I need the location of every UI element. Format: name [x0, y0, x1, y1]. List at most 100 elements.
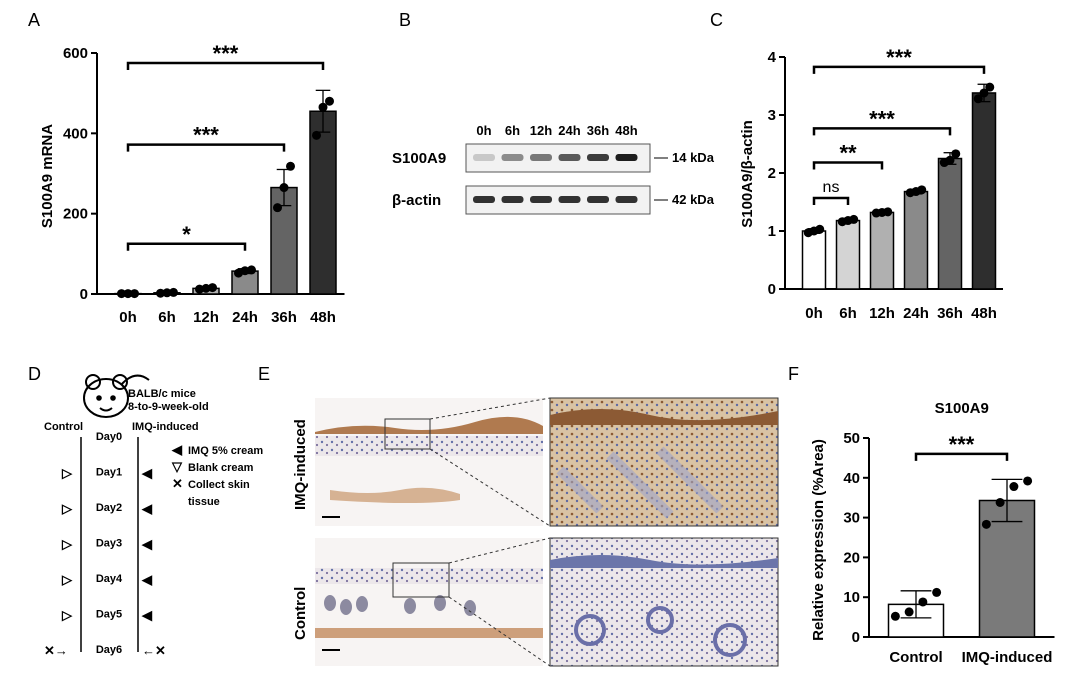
y-tick-label: 40	[843, 470, 860, 487]
mouse-icon	[83, 374, 150, 418]
day-label: Day2	[96, 502, 122, 514]
x-tick-label: 12h	[193, 309, 219, 326]
significance-bracket	[812, 65, 986, 74]
legend-text: Collect skin	[188, 479, 250, 491]
zoom-line	[429, 397, 551, 420]
x-tick-label: IMQ-induced	[962, 649, 1053, 666]
panel-label-a: A	[28, 10, 40, 30]
data-point	[208, 283, 217, 293]
day-label: Day3	[96, 538, 122, 550]
band	[587, 196, 609, 203]
data-point	[1009, 482, 1019, 492]
data-point	[979, 88, 989, 98]
x-tick-label: 24h	[903, 305, 929, 322]
x-tick-label: 6h	[158, 309, 176, 326]
data-point	[325, 96, 334, 106]
blank-cream-marker: ▷	[61, 572, 73, 587]
legend-symbol: ◀	[171, 442, 183, 457]
day-label: Day6	[96, 644, 122, 656]
data-point	[945, 155, 955, 165]
bar	[835, 219, 861, 290]
data-point	[169, 287, 178, 297]
significance-bracket	[126, 242, 247, 251]
y-tick-label: 0	[768, 281, 776, 298]
mouse-age: 8-to-9-week-old	[128, 401, 209, 413]
bar	[971, 92, 997, 290]
x-tick-label: Control	[889, 649, 942, 666]
y-tick-label: 30	[843, 510, 860, 527]
legend-symbol: ✕	[172, 476, 183, 491]
blot-row-label: S100A9	[392, 150, 446, 167]
band	[473, 196, 495, 203]
blank-cream-marker: ▷	[61, 501, 73, 516]
significance-bracket	[126, 143, 286, 152]
chart-f: 0 10 20 30 40 50 Relative expression (%Area) S1…	[810, 400, 1055, 666]
data-point	[951, 149, 961, 159]
schematic-legend: ◀ IMQ 5% cream ▽ Blank cream ✕ Collect skin ti…	[171, 442, 263, 508]
significance-bracket	[126, 61, 325, 71]
x-tick-label: 6h	[839, 305, 857, 322]
blank-cream-marker: ▷	[61, 537, 73, 552]
panel-label-c: C	[710, 10, 723, 30]
panel-label-f: F	[788, 364, 799, 384]
significance-label: ***	[193, 123, 219, 148]
data-point	[162, 288, 172, 298]
zoom-line	[448, 596, 551, 667]
zoom-line	[448, 537, 551, 564]
molecular-weight: 14 kDa	[672, 150, 715, 165]
significance-label: ***	[886, 45, 912, 70]
y-tick-label: 0	[80, 286, 88, 303]
data-point	[985, 82, 995, 92]
y-axis-label: S100A9/β-actin	[739, 120, 756, 228]
data-point	[318, 102, 328, 112]
y-tick-label: 10	[843, 589, 860, 606]
imq-high-mag-image	[549, 397, 779, 527]
collect-marker: ✕→	[44, 643, 68, 658]
blank-cream-marker: ▷	[61, 608, 73, 623]
bar	[903, 190, 929, 290]
panel-label-b: B	[399, 10, 411, 30]
y-tick-label: 400	[63, 125, 88, 142]
band	[501, 154, 524, 161]
x-tick-label: 0h	[119, 309, 137, 326]
day-rows: Day0 Day1 ▷ ◀ Day2 ▷ ◀ Day3 ▷ ◀ Day4 ▷ ◀ Day5 ▷ ◀ Day6 ✕→…	[44, 431, 166, 658]
data-point	[883, 207, 893, 217]
lane-label: 36h	[587, 123, 609, 138]
data-point	[981, 519, 991, 529]
chart-title: S100A9	[935, 400, 989, 417]
x-tick-label: 48h	[971, 305, 997, 322]
control-high-mag-image	[549, 537, 779, 667]
legend-symbol: ▽	[171, 459, 183, 474]
x-tick-label: 0h	[805, 305, 823, 322]
band	[558, 196, 581, 203]
imq-cream-marker: ◀	[141, 608, 153, 623]
data-point	[904, 607, 914, 617]
imq-cream-marker: ◀	[141, 501, 153, 516]
lane-label: 24h	[558, 123, 580, 138]
experiment-schematic: BALB/c mice 8-to-9-week-old Control IMQ-…	[44, 374, 263, 658]
data-point	[312, 130, 321, 140]
y-axis-label: Relative expression (%Area)	[810, 439, 827, 641]
molecular-weight: 42 kDa	[672, 192, 715, 207]
data-point	[117, 289, 126, 299]
panel-label-d: D	[28, 364, 41, 384]
band	[530, 154, 552, 161]
y-tick-label: 200	[63, 206, 88, 223]
data-point	[247, 265, 256, 275]
band	[473, 154, 495, 161]
imq-cream-marker: ◀	[141, 466, 153, 481]
significance-bracket	[914, 452, 1009, 461]
y-tick-label: 2	[768, 165, 776, 182]
day-label: Day1	[96, 467, 122, 479]
data-point	[932, 587, 942, 597]
imq-low-mag-image	[315, 398, 543, 526]
data-point	[279, 183, 289, 193]
row-label-imq: IMQ-induced	[292, 419, 309, 510]
significance-label: ***	[949, 432, 975, 457]
bar	[869, 211, 895, 290]
imq-cream-marker: ◀	[141, 572, 153, 587]
data-point	[849, 214, 859, 224]
y-tick-label: 600	[63, 45, 88, 62]
